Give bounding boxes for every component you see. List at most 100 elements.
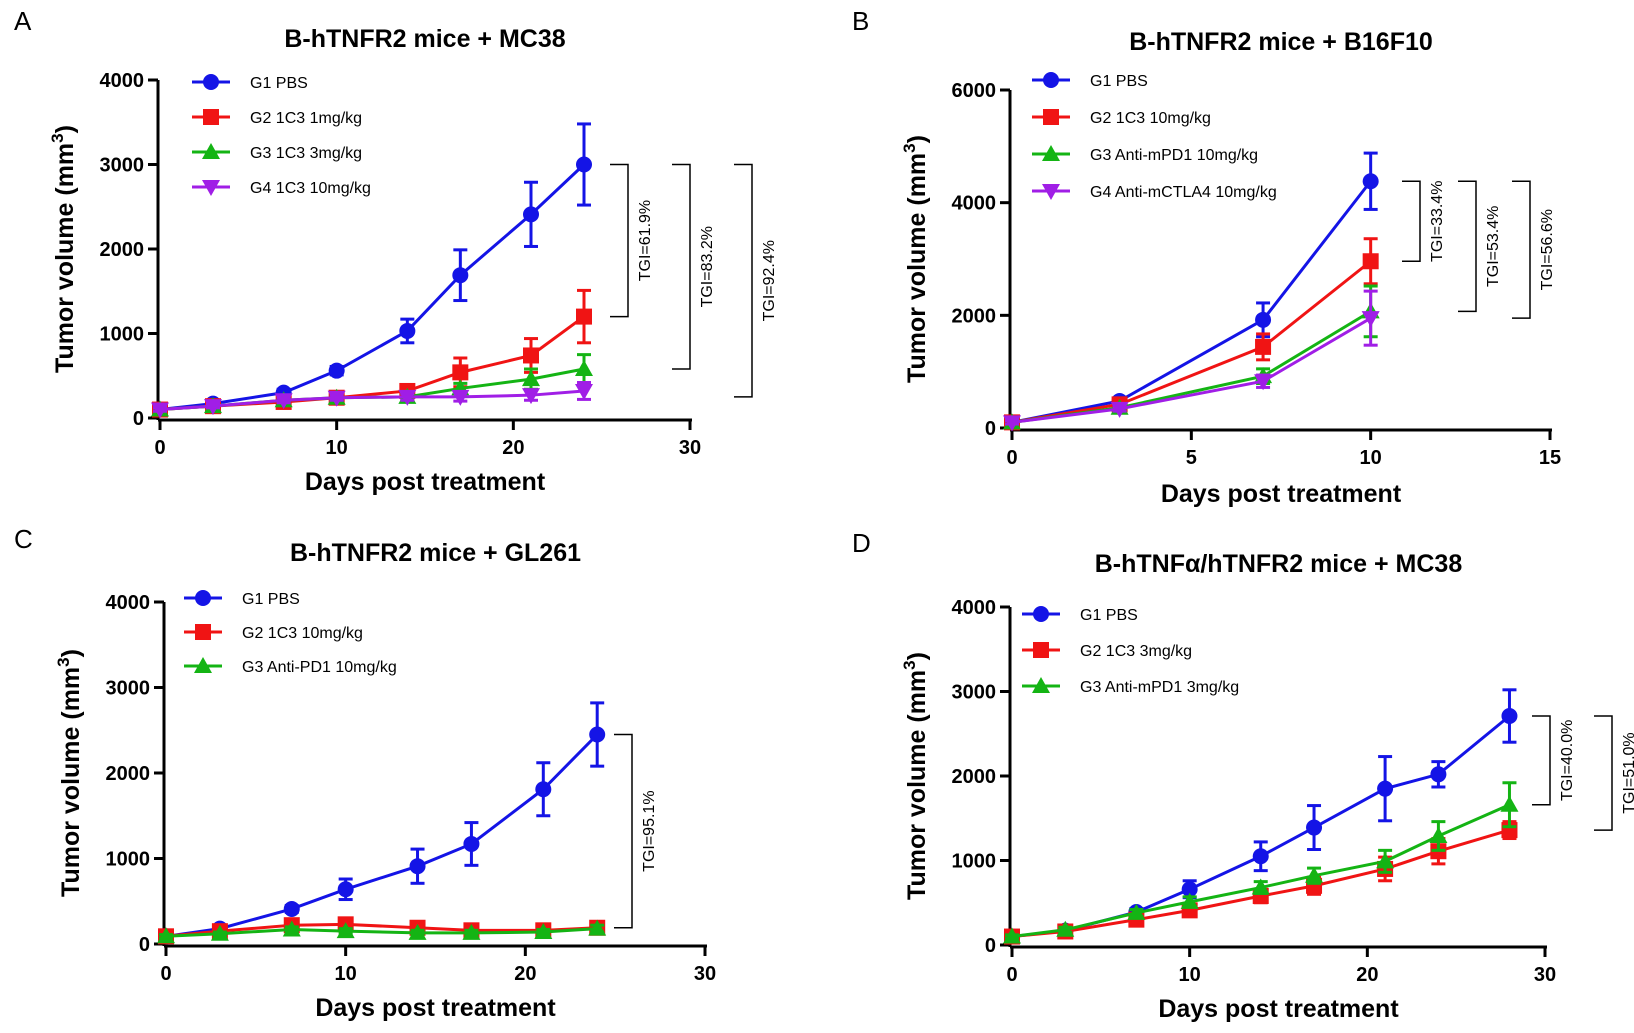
legend-entry: G2 1C3 1mg/kg [192,109,362,127]
legend-label: G1 PBS [250,75,308,92]
series-line [165,922,598,938]
series-line [165,733,599,938]
series-3 [157,919,607,944]
data-point [576,156,592,173]
data-point [523,206,539,223]
chart-title: B-hTNFR2 mice + GL261 [290,539,581,567]
panel-label: C [14,524,33,554]
data-point [327,390,346,407]
legend-marker [1043,109,1059,125]
data-point [283,900,300,917]
data-point [328,362,345,379]
bracket-line [1458,180,1477,313]
legend-marker [1033,606,1049,622]
legend-marker [202,180,220,196]
series-4 [151,381,593,419]
y-tick-label: 4000 [106,592,151,614]
data-point [398,389,417,406]
data-point [1377,780,1394,797]
series-3 [1003,284,1380,430]
data-point [274,393,293,410]
data-point [462,923,481,940]
data-point [1127,903,1146,920]
x-tick-label: 10 [1179,964,1201,986]
y-tick-label: 4000 [952,597,997,619]
series-line [165,927,598,938]
legend-label: G2 1C3 10mg/kg [1090,110,1211,127]
legend-marker [1043,72,1059,88]
legend-label: G4 Anti-mCTLA4 10mg/kg [1090,184,1277,201]
legend-entry: G1 PBS [1032,72,1148,90]
data-point [534,923,553,940]
data-point [1252,848,1269,865]
y-tick-label: 4000 [100,70,145,92]
y-tick-label: 0 [133,408,144,430]
legend-marker [195,624,211,640]
legend-marker [1033,642,1049,658]
legend-entry: G4 Anti-mCTLA4 10mg/kg [1032,184,1277,201]
x-axis-label: Days post treatment [315,994,556,1022]
legend-entry: G3 Anti-mPD1 10mg/kg [1032,145,1258,164]
legend-label: G3 Anti-mPD1 3mg/kg [1080,679,1239,696]
y-tick-label: 0 [985,418,996,440]
x-tick-label: 10 [335,963,357,985]
legend-label: G1 PBS [1090,73,1148,90]
legend-label: G3 1C3 3mg/kg [250,145,362,162]
data-point [451,389,470,406]
y-tick-label: 2000 [106,763,151,785]
tgi-label: TGI=92.4% [761,240,778,321]
legend-label: G4 1C3 10mg/kg [250,180,371,197]
tgi-bracket: TGI=61.9% [610,163,654,318]
data-point [1501,708,1518,725]
legend-label: G2 1C3 3mg/kg [1080,643,1192,660]
legend-entry: G1 PBS [1022,606,1138,624]
x-axis-label: Days post treatment [305,468,546,496]
x-tick-label: 30 [1534,964,1556,986]
series-2 [1004,237,1379,431]
legend-entry: G3 1C3 3mg/kg [192,143,362,162]
bracket-line [1594,715,1613,831]
data-point [452,364,469,381]
chart-panel-c: C B-hTNFR2 mice + GL261 0 1000 2000 3000 4000 0… [14,524,716,1022]
x-axis-label: Days post treatment [1158,995,1399,1023]
legend-label: G2 1C3 1mg/kg [250,110,362,127]
y-tick-label: 3000 [100,155,145,177]
x-tick-label: 0 [160,963,171,985]
data-point [452,267,469,284]
series-line [159,389,585,412]
legend-label: G2 1C3 10mg/kg [242,625,363,642]
data-point [522,388,540,405]
data-point [1181,881,1198,898]
x-tick-label: 5 [1186,447,1197,469]
y-tick-label: 1000 [952,851,997,873]
tgi-label: TGI=51.0% [1621,732,1634,813]
data-point [157,927,175,944]
y-tick-label: 1000 [106,849,151,871]
legend-marker [194,657,212,673]
series-3 [1003,781,1519,944]
x-tick-label: 20 [514,963,536,985]
tgi-bracket: TGI=33.4% [1402,180,1446,263]
bracket-line [610,163,629,318]
y-tick-label: 2000 [100,239,145,261]
legend-marker [203,109,219,125]
series-line [1011,316,1372,424]
y-tick-label: 0 [139,934,150,956]
legend-label: G1 PBS [1080,607,1138,624]
legend-marker [195,590,211,606]
x-tick-label: 20 [1356,964,1378,986]
y-tick-label: 4000 [952,193,997,215]
chart-panel-b: B B-hTNFR2 mice + B16F10 0 2000 4000 6000 0 5 10… [852,6,1561,508]
data-point [1306,819,1323,836]
data-point [399,322,416,339]
x-tick-label: 30 [679,437,701,459]
data-point [575,383,593,400]
chart-panel-d: D B-hTNFα/hTNFR2 mice + MC38 0 1000 2000 3000… [852,528,1634,1023]
legend-entry: G4 1C3 10mg/kg [192,180,371,197]
series-4 [1003,289,1380,432]
data-point [463,835,480,852]
panel-label: B [852,6,869,36]
data-point [1430,766,1447,783]
data-point [575,359,593,376]
